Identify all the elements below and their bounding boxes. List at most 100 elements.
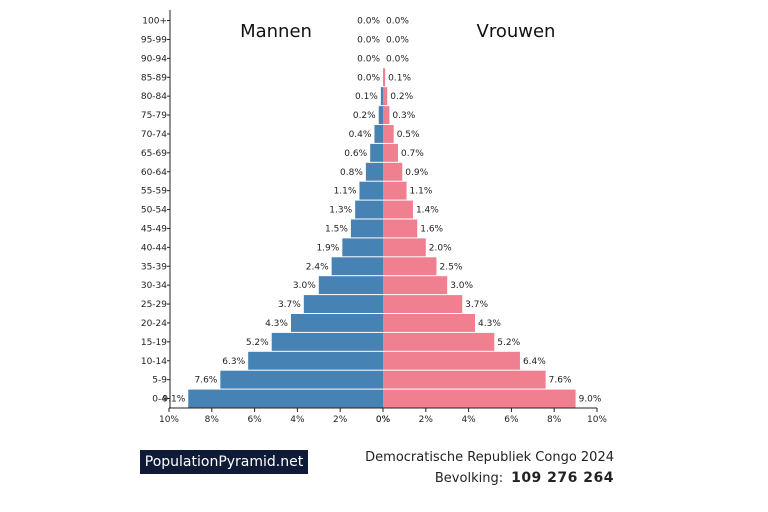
bar-women-70-74 (383, 125, 394, 143)
brand-logo[interactable]: PopulationPyramid.net (140, 450, 308, 474)
bar-women-20-24 (383, 314, 476, 332)
age-label-10-14: 10-14 (141, 357, 167, 367)
age-label-0-4: 0-4 (152, 395, 167, 405)
title-women: Vrouwen (477, 21, 556, 42)
value-label-men-55-59: 1.1% (334, 187, 357, 197)
age-label-35-39: 35-39 (141, 262, 167, 272)
value-label-women-30-34: 3.0% (450, 281, 473, 291)
age-labels-layer: 0-4 5-9 10-14 15-19 20-24 25-29 30-34 35-39 40-4… (141, 17, 167, 405)
value-label-women-10-14: 6.4% (523, 357, 546, 367)
age-label-15-19: 15-19 (141, 338, 167, 348)
bar-women-5-9 (383, 370, 546, 389)
value-label-men-65-69: 0.6% (344, 149, 367, 159)
bar-men-35-39 (331, 257, 383, 276)
value-label-men-90-94: 0.0% (357, 54, 380, 64)
x-tick-label-right-10: 10% (587, 415, 607, 425)
age-label-85-89: 85-89 (141, 73, 167, 83)
bar-men-70-74 (374, 125, 383, 143)
x-tick-label-right-8: 8% (547, 415, 562, 425)
bars-layer (188, 68, 576, 408)
age-label-45-49: 45-49 (141, 224, 167, 234)
age-label-80-84: 80-84 (141, 92, 167, 102)
bar-men-60-64 (365, 162, 383, 181)
value-label-women-55-59: 1.1% (410, 187, 433, 197)
population-label: Bevolking: (434, 471, 504, 486)
value-label-women-95-99: 0.0% (386, 35, 409, 45)
bar-women-65-69 (383, 143, 398, 162)
value-label-women-85-89: 0.1% (388, 73, 411, 83)
x-tick-label-right-0: 0% (376, 415, 391, 425)
value-label-women-75-79: 0.3% (392, 111, 415, 121)
bar-men-75-79 (378, 106, 383, 124)
bar-women-10-14 (383, 351, 520, 370)
value-label-men-20-24: 4.3% (265, 319, 288, 329)
value-label-men-60-64: 0.8% (340, 168, 363, 178)
bar-women-80-84 (383, 87, 388, 106)
value-label-men-25-29: 3.7% (278, 300, 301, 310)
value-label-women-80-84: 0.2% (390, 92, 413, 102)
x-tick-label-right-2: 2% (419, 415, 434, 425)
value-label-women-50-54: 1.4% (416, 206, 439, 216)
bar-men-10-14 (248, 351, 383, 370)
bar-men-45-49 (350, 219, 383, 238)
population-line: Bevolking: 109 276 264 (360, 470, 614, 486)
bar-women-50-54 (383, 200, 413, 219)
bar-women-60-64 (383, 162, 403, 181)
bar-men-20-24 (290, 314, 383, 332)
age-label-75-79: 75-79 (141, 111, 167, 121)
value-label-women-25-29: 3.7% (465, 300, 488, 310)
bar-men-55-59 (359, 181, 383, 200)
age-label-55-59: 55-59 (141, 187, 167, 197)
value-label-men-85-89: 0.0% (357, 73, 380, 83)
age-label-40-44: 40-44 (141, 243, 167, 253)
bar-men-5-9 (220, 370, 383, 389)
bar-men-0-4 (188, 389, 383, 408)
value-label-men-35-39: 2.4% (306, 262, 329, 272)
bar-women-15-19 (383, 332, 495, 351)
value-label-men-70-74: 0.4% (349, 130, 372, 140)
value-labels-layer: 9.1% 9.0%7.6% 7.6%6.3% 6.4%5.2% 5.2%4.3% 4.3%… (162, 17, 602, 405)
x-tick-label-left-2: 2% (333, 415, 348, 425)
value-label-men-5-9: 7.6% (194, 376, 217, 386)
value-label-men-50-54: 1.3% (329, 206, 352, 216)
value-label-women-45-49: 1.6% (420, 224, 443, 234)
bar-men-30-34 (318, 276, 383, 295)
axes-layer: 10% 8% 6% 4% 2% 0%0% 2% 4% 6% 8% 10% (159, 10, 607, 425)
bar-women-55-59 (383, 181, 407, 200)
value-label-women-70-74: 0.5% (397, 130, 420, 140)
age-label-5-9: 5-9 (152, 376, 167, 386)
bar-women-30-34 (383, 276, 448, 295)
population-pyramid-chart: 0-4 5-9 10-14 15-19 20-24 25-29 30-34 35-39 40-4… (141, 10, 607, 425)
value-label-men-80-84: 0.1% (355, 92, 378, 102)
value-label-men-15-19: 5.2% (246, 338, 269, 348)
age-label-30-34: 30-34 (141, 281, 167, 291)
value-label-men-40-44: 1.9% (316, 243, 339, 253)
value-label-women-5-9: 7.6% (549, 376, 572, 386)
value-label-women-90-94: 0.0% (386, 54, 409, 64)
value-label-men-45-49: 1.5% (325, 224, 348, 234)
bar-women-35-39 (383, 257, 437, 276)
value-label-women-0-4: 9.0% (579, 395, 602, 405)
x-tick-label-left-6: 6% (247, 415, 262, 425)
bar-men-65-69 (370, 143, 383, 162)
value-label-women-20-24: 4.3% (478, 319, 501, 329)
age-label-50-54: 50-54 (141, 206, 167, 216)
value-label-men-10-14: 6.3% (222, 357, 245, 367)
bar-men-80-84 (380, 87, 383, 106)
value-label-men-30-34: 3.0% (293, 281, 316, 291)
value-label-women-15-19: 5.2% (497, 338, 520, 348)
value-label-men-100+: 0.0% (357, 17, 380, 27)
bar-men-25-29 (303, 295, 383, 313)
value-label-men-0-4: 9.1% (162, 395, 185, 405)
x-tick-label-left-10: 10% (159, 415, 179, 425)
country-year: Democratische Republiek Congo 2024 (365, 450, 614, 465)
population-value: 109 276 264 (511, 470, 614, 486)
bar-women-40-44 (383, 238, 426, 257)
x-tick-label-right-6: 6% (504, 415, 519, 425)
x-tick-label-left-0: 0% (376, 415, 391, 425)
value-label-women-65-69: 0.7% (401, 149, 424, 159)
bar-women-75-79 (383, 106, 390, 124)
age-label-65-69: 65-69 (141, 149, 167, 159)
value-label-women-40-44: 2.0% (429, 243, 452, 253)
value-label-women-60-64: 0.9% (405, 168, 428, 178)
